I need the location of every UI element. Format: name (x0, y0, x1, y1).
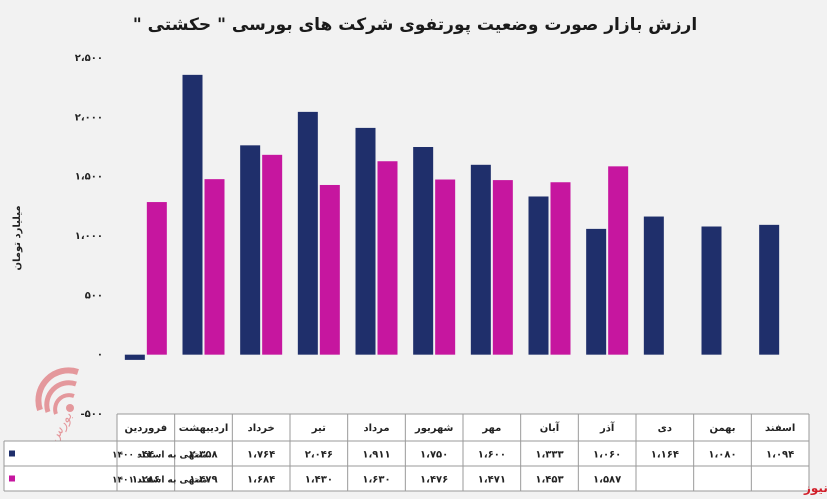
data-label: ۱،۷۶۴ (247, 450, 275, 461)
category-label: خرداد (248, 423, 275, 434)
legend-key (9, 450, 15, 457)
category-label: شهریور (414, 423, 454, 434)
category-label: اسفند (765, 423, 795, 434)
y-tick-label: ۵۰۰ (85, 290, 103, 301)
data-label: ۱،۴۷۹ (189, 475, 217, 486)
data-label: ۱،۴۳۰ (305, 475, 333, 486)
bar-series-1400 (701, 226, 722, 355)
data-label: ۱،۰۹۴ (766, 450, 794, 461)
bar-series-1401 (262, 154, 283, 355)
data-label: ۱،۰۸۰ (708, 450, 736, 461)
data-label: ۱،۶۳۰ (362, 475, 390, 486)
data-label: ۱،۲۸۶ (132, 475, 160, 486)
bar-series-1401 (550, 182, 571, 355)
bar-series-1400 (586, 228, 607, 355)
data-label: ۱،۴۵۳ (535, 475, 563, 486)
series-name: منتهی به اسفند ۱۴۰۰ (112, 451, 207, 461)
series-name: منتهی به اسفند ۱۴۰۱ (112, 476, 207, 486)
category-label: تیر (311, 423, 326, 434)
y-tick-label: -۵۰۰ (81, 409, 103, 420)
bar-series-1400 (297, 111, 318, 355)
category-label: مرداد (363, 423, 389, 434)
y-tick-label: ۰ (97, 350, 103, 361)
bar-series-1400 (643, 216, 664, 355)
category-label: مهر (481, 423, 501, 434)
bar-series-1401 (608, 166, 629, 355)
data-label: ۱،۰۶۰ (593, 450, 621, 461)
y-axis: -۵۰۰ ۰ ۵۰۰ ۱،۰۰۰ ۱،۵۰۰ ۲،۰۰۰ ۲،۵۰۰ (75, 53, 103, 420)
bar-series-1401 (319, 184, 340, 355)
bar-series-1400 (528, 196, 549, 355)
legend-key (9, 475, 15, 482)
y-axis-label: میلیارد تومان (12, 205, 23, 270)
bar-series-1400 (124, 354, 145, 360)
data-label: ۱،۳۳۳ (535, 450, 563, 461)
data-label: -۴۴ (138, 450, 154, 461)
y-tick-label: ۲،۰۰۰ (75, 112, 103, 123)
bars (124, 74, 780, 360)
bar-series-1401 (435, 179, 456, 355)
bar-series-1400 (413, 147, 434, 355)
category-label: دی (658, 423, 672, 434)
data-label: ۱،۴۷۱ (478, 475, 506, 486)
category-label: فروردین (125, 423, 168, 434)
bar-series-1401 (146, 202, 167, 355)
bar-series-1401 (492, 180, 513, 355)
y-tick-label: ۱،۰۰۰ (75, 231, 103, 242)
data-label: ۲،۳۵۸ (189, 450, 217, 461)
bar-series-1400 (759, 224, 780, 355)
data-label: ۱،۴۷۶ (420, 475, 448, 486)
bar-series-1400 (182, 74, 203, 355)
data-label: ۱،۶۰۰ (478, 450, 506, 461)
category-label: آذر (599, 421, 615, 434)
data-label: ۱،۹۱۱ (362, 450, 390, 461)
data-label: ۱،۷۵۰ (420, 450, 448, 461)
bar-series-1400 (470, 164, 491, 355)
bar-series-1401 (204, 179, 225, 355)
data-label: ۱،۱۶۴ (651, 450, 679, 461)
data-label: ۱،۶۸۴ (247, 475, 275, 486)
bar-series-1400 (240, 145, 261, 355)
data-table: فروردین اردیبهشت خرداد تیر مرداد شهریور مهر آبا… (3, 413, 810, 492)
category-label: اردیبهشت (179, 423, 229, 434)
bar-series-1401 (377, 161, 398, 355)
brand-label: بورس نیوز (803, 481, 827, 496)
y-tick-label: ۱،۵۰۰ (75, 172, 103, 183)
chart-title: ارزش بازار صورت وضعیت پورتفوی شرکت های ب… (133, 15, 697, 35)
bar-series-1400 (355, 127, 376, 355)
y-tick-label: ۲،۵۰۰ (75, 53, 103, 64)
data-label: ۲،۰۴۶ (305, 450, 333, 461)
category-label: آبان (540, 421, 560, 434)
data-label: ۱،۵۸۷ (593, 475, 621, 486)
category-label: بهمن (709, 423, 735, 434)
